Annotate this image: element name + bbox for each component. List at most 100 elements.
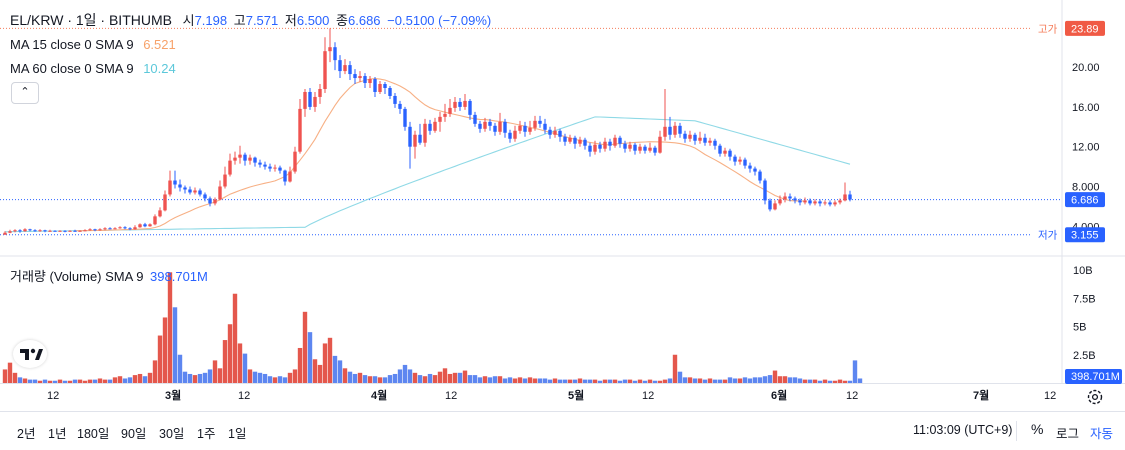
volume-bar [332, 355, 338, 383]
candle-body [138, 224, 142, 228]
tradingview-logo-icon[interactable] [13, 340, 47, 368]
volume-bar [292, 369, 298, 383]
candle-body [483, 121, 487, 129]
candle-body [748, 165, 752, 169]
candle-body [758, 171, 762, 181]
auto-toggle[interactable]: 자동 [1090, 427, 1114, 441]
log-toggle[interactable]: 로그 [1056, 427, 1080, 441]
candle-body [788, 196, 792, 199]
candle-body [288, 171, 292, 182]
volume-bar [522, 378, 528, 383]
volume-bar [557, 379, 563, 383]
candle-body [723, 150, 727, 154]
candle-body [563, 136, 567, 142]
range-30d-button[interactable]: 30일 [159, 427, 185, 441]
candle-body [403, 108, 407, 127]
candle-body [478, 123, 482, 129]
range-1d-button[interactable]: 1일 [228, 427, 247, 441]
time-tick-label: 12 [642, 390, 654, 402]
volume-bar [662, 379, 668, 383]
candle-body [658, 136, 662, 153]
collapse-legend-button[interactable]: ⌃ [11, 82, 39, 104]
volume-bar [97, 378, 103, 383]
candle-body [383, 84, 387, 88]
volume-bar [227, 324, 233, 383]
volume-legend[interactable]: 거래량 (Volume) SMA 9 398.701M [10, 266, 211, 285]
candle-body [623, 143, 627, 149]
candle-body [3, 232, 7, 235]
candle-body [223, 174, 227, 187]
percent-toggle[interactable]: % [1031, 421, 1044, 437]
symbol-title[interactable]: EL/KRW · 1일 · BITHUMB [10, 12, 172, 28]
volume-bar [857, 378, 863, 383]
candle-body [333, 47, 337, 61]
volume-bar [17, 377, 23, 383]
range-2y-button[interactable]: 2년 [17, 427, 36, 441]
volume-bar [257, 372, 263, 383]
volume-bar [172, 307, 178, 383]
volume-bar [42, 379, 48, 383]
symbol-legend: EL/KRW · 1일 · BITHUMB 시7.198 고7.571 저6.5… [10, 10, 494, 30]
candle-body [613, 137, 617, 146]
price-tick-label: 8.000 [1072, 182, 1100, 194]
candle-body [88, 229, 92, 231]
low-tag-value: 3.155 [1071, 230, 1099, 242]
volume-bar [47, 380, 53, 383]
ma15-legend[interactable]: MA 15 close 0 SMA 9 6.521 [10, 37, 179, 52]
volume-bar [442, 368, 448, 383]
volume-bar [782, 376, 788, 383]
candle-body [803, 200, 807, 203]
volume-bar [737, 378, 743, 383]
candle-body [368, 79, 372, 84]
volume-bar [392, 373, 398, 383]
candle-body [133, 227, 137, 230]
volume-bar [807, 379, 813, 383]
volume-bar [72, 379, 78, 383]
volume-bar [497, 376, 503, 383]
volume-bar [777, 376, 783, 383]
candle-body [148, 224, 152, 227]
time-tick-label: 6월 [771, 388, 787, 402]
volume-bar [62, 380, 68, 383]
time-tick-label: 5월 [568, 388, 584, 402]
candle-body [238, 154, 242, 158]
volume-bar [747, 378, 753, 383]
candle-body [258, 162, 262, 165]
volume-bar [432, 375, 438, 383]
timezone-clock[interactable]: 11:03:09 (UTC+9) [913, 423, 1013, 437]
ma60-legend[interactable]: MA 60 close 0 SMA 9 10.24 [10, 61, 179, 76]
candle-body [678, 125, 682, 134]
candle-body [43, 230, 47, 232]
volume-bar [287, 372, 293, 383]
volume-bar [757, 377, 763, 383]
volume-bar [67, 380, 73, 383]
candle-body [323, 51, 327, 89]
candle-body [598, 144, 602, 149]
range-1y-button[interactable]: 1년 [48, 427, 67, 441]
candle-body [53, 230, 57, 232]
range-180d-button[interactable]: 180일 [77, 427, 110, 441]
candle-body [278, 167, 282, 171]
candle-body [513, 130, 517, 139]
volume-bar [592, 379, 598, 383]
candle-body [48, 230, 52, 232]
candle-body [33, 230, 37, 232]
volume-bar [82, 380, 88, 383]
volume-bar [462, 370, 468, 383]
toolbar-divider [1016, 421, 1017, 441]
volume-bar [357, 372, 363, 383]
candle-body [693, 134, 697, 141]
time-tick-label: 7월 [973, 388, 989, 402]
range-1w-button[interactable]: 1주 [197, 427, 216, 441]
volume-bar [732, 378, 738, 383]
settings-button[interactable] [1085, 387, 1105, 407]
candle-body [393, 95, 397, 104]
volume-bar [467, 375, 473, 383]
ma60-label: MA 60 close 0 SMA 9 [10, 61, 134, 76]
volume-bar [187, 373, 193, 383]
range-90d-button[interactable]: 90일 [121, 427, 147, 441]
volume-bar [587, 379, 593, 383]
volume-bar [677, 371, 683, 383]
candle-body [653, 147, 657, 153]
